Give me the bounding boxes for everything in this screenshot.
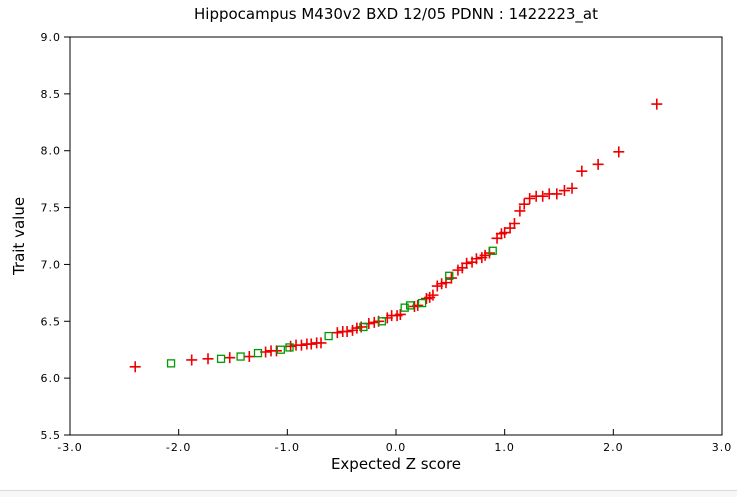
- marker-plus: [651, 98, 663, 110]
- y-tick-label: 6.5: [41, 315, 62, 328]
- marker-plus: [129, 361, 141, 373]
- y-tick-label: 7.0: [41, 258, 62, 271]
- marker-square: [405, 301, 415, 310]
- marker-square: [488, 246, 497, 255]
- marker-square: [400, 303, 409, 312]
- marker-square: [377, 317, 387, 326]
- y-tick-label: 5.5: [41, 429, 62, 442]
- y-tick-label: 9.0: [41, 31, 62, 44]
- marker-plus: [270, 345, 282, 357]
- marker-plus: [285, 340, 297, 352]
- marker-plus: [566, 182, 578, 194]
- x-tick-label: -2.0: [166, 441, 191, 454]
- marker-plus: [341, 326, 353, 338]
- plot-frame: [69, 36, 723, 436]
- chart-title: Hippocampus M430v2 BXD 12/05 PDNN : 1422…: [194, 5, 598, 23]
- marker-plus: [558, 185, 570, 197]
- marker-plus: [537, 190, 549, 202]
- marker-plus: [592, 158, 604, 170]
- marker-square: [216, 354, 226, 363]
- x-axis-label: Expected Z score: [330, 455, 462, 473]
- marker-plus: [508, 217, 520, 229]
- marker-plus: [518, 198, 530, 210]
- marker-square: [166, 359, 176, 368]
- marker-plus: [461, 257, 473, 269]
- marker-square: [236, 352, 245, 361]
- x-tick-label: 3.0: [712, 441, 733, 454]
- y-tick-label: 6.0: [41, 372, 62, 385]
- y-tick-label: 8.5: [41, 88, 62, 101]
- marker-plus: [524, 192, 536, 204]
- marker-plus: [295, 339, 307, 351]
- marker-plus: [224, 352, 236, 364]
- marker-plus: [445, 272, 457, 284]
- marker-plus: [186, 354, 198, 366]
- marker-square: [324, 331, 333, 341]
- marker-plus: [331, 327, 343, 339]
- marker-square: [253, 348, 263, 358]
- marker-plus: [315, 337, 327, 349]
- marker-plus: [394, 308, 406, 320]
- marker-square: [445, 271, 454, 280]
- marker-plus: [576, 165, 588, 177]
- x-tick-label: -1.0: [275, 441, 300, 454]
- marker-square: [417, 298, 427, 308]
- marker-square: [285, 343, 294, 352]
- marker-plus: [470, 253, 482, 265]
- x-tick-label: 1.0: [494, 441, 515, 454]
- marker-plus: [202, 353, 214, 365]
- marker-plus: [551, 188, 563, 200]
- marker-plus: [613, 146, 625, 158]
- marker-plus: [427, 289, 439, 301]
- marker-plus: [514, 205, 526, 217]
- marker-square: [359, 322, 368, 332]
- x-tick-label: -3.0: [57, 441, 82, 454]
- marker-plus: [305, 338, 317, 350]
- y-tick-label: 7.5: [41, 202, 62, 215]
- x-tick-label: 0.0: [386, 441, 407, 454]
- marker-square: [276, 345, 285, 354]
- bottom-divider: [0, 490, 737, 497]
- x-tick-label: 2.0: [603, 441, 624, 454]
- y-tick-label: 8.0: [41, 145, 62, 158]
- marker-plus: [243, 351, 255, 363]
- marker-plus: [499, 227, 511, 239]
